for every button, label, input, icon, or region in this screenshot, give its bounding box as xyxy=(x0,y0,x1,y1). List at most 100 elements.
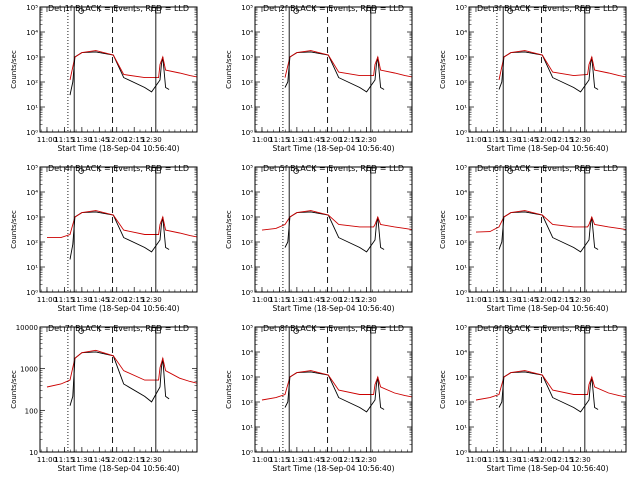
x-tick-label: 11:45 xyxy=(304,296,324,304)
x-axis-label: Start Time (18-Sep-04 10:56:40) xyxy=(58,464,180,473)
x-tick-label: 11:15 xyxy=(483,296,503,304)
y-tick-label: 10² xyxy=(455,79,467,87)
y-axis-label: Counts/sec xyxy=(439,210,447,249)
y-tick-label: 10² xyxy=(241,239,253,247)
y-tick-label: 10⁵ xyxy=(26,164,38,172)
x-tick-label: 11:15 xyxy=(54,136,74,144)
plot-frame xyxy=(39,326,198,453)
y-tick-label: 10³ xyxy=(26,54,38,62)
x-tick-label: 12:00 xyxy=(322,296,342,304)
y-tick-label: 10⁰ xyxy=(455,289,467,297)
panel-title: Det 8f BLACK = Events, RED = LLD xyxy=(263,324,404,333)
x-tick-label: 11:15 xyxy=(483,136,503,144)
x-tick-label: 11:30 xyxy=(72,296,92,304)
y-axis-label: Counts/sec xyxy=(225,370,233,409)
x-tick-label: 11:45 xyxy=(89,456,109,464)
x-tick-label: 11:30 xyxy=(501,456,521,464)
lld-series-line xyxy=(46,349,197,388)
det-panel-1: Det 1f BLACK = Events, RED = LLD 10⁰ 10¹ 10… xyxy=(10,4,198,153)
events-series-line xyxy=(498,211,599,253)
x-tick-label: 11:30 xyxy=(501,136,521,144)
x-tick-label: 12:00 xyxy=(536,456,556,464)
x-tick-label: 12:15 xyxy=(339,136,359,144)
y-tick-label: 10⁵ xyxy=(455,164,467,172)
y-axis-label: Counts/sec xyxy=(10,210,18,249)
plot-frame xyxy=(254,6,413,133)
lld-series-line xyxy=(284,50,412,78)
marker-box xyxy=(155,167,161,174)
x-axis-label: Start Time (18-Sep-04 10:56:40) xyxy=(58,304,180,313)
y-tick-label: 100 xyxy=(25,407,38,415)
y-tick-label: 10¹ xyxy=(241,424,253,432)
y-axis-label: Counts/sec xyxy=(439,370,447,409)
marker-circle xyxy=(507,168,514,174)
x-tick-label: 12:00 xyxy=(322,136,342,144)
y-tick-label: 10⁴ xyxy=(26,29,38,37)
y-tick-label: 10³ xyxy=(455,374,467,382)
x-tick-label: 11:00 xyxy=(252,296,272,304)
y-tick-label: 10⁵ xyxy=(455,324,467,332)
events-series-line xyxy=(69,211,170,260)
x-tick-label: 12:00 xyxy=(536,296,556,304)
x-tick-label: 11:45 xyxy=(518,136,538,144)
x-axis-label: Start Time (18-Sep-04 10:56:40) xyxy=(487,304,609,313)
lld-series-line xyxy=(261,370,412,401)
marker-box xyxy=(370,167,376,174)
panel-title: Det 3f BLACK = Events, RED = LLD xyxy=(477,4,618,13)
x-tick-label: 11:15 xyxy=(54,296,74,304)
x-tick-label: 11:15 xyxy=(269,296,289,304)
y-tick-label: 10⁰ xyxy=(455,129,467,137)
x-tick-label: 11:30 xyxy=(72,456,92,464)
plot-frame xyxy=(468,326,627,453)
y-tick-label: 10³ xyxy=(455,214,467,222)
x-tick-label: 12:00 xyxy=(107,296,127,304)
x-tick-label: 12:30 xyxy=(357,296,377,304)
x-tick-label: 11:00 xyxy=(466,456,486,464)
lld-series-line xyxy=(475,370,626,401)
y-axis-label: Counts/sec xyxy=(439,50,447,89)
events-series-line xyxy=(284,211,385,253)
y-tick-label: 1000 xyxy=(20,366,38,374)
det-panel-8: Det 8f BLACK = Events, RED = LLD 10⁰ 10¹ 10… xyxy=(225,324,413,473)
x-tick-label: 11:30 xyxy=(287,456,307,464)
x-tick-label: 12:15 xyxy=(124,136,144,144)
plot-frame xyxy=(468,166,627,293)
det-panel-7: Det 7f BLACK = Events, RED = LLD 10 100 100… xyxy=(10,324,198,473)
y-axis-label: Counts/sec xyxy=(225,210,233,249)
x-tick-label: 11:00 xyxy=(466,296,486,304)
x-tick-label: 12:30 xyxy=(357,136,377,144)
x-tick-label: 11:45 xyxy=(89,296,109,304)
x-tick-label: 12:30 xyxy=(142,296,162,304)
y-tick-label: 10² xyxy=(455,239,467,247)
det-panel-6: Det 6f BLACK = Events, RED = LLD 10⁰ 10¹ 10… xyxy=(439,164,627,313)
y-tick-label: 10⁵ xyxy=(241,164,253,172)
x-axis-label: Start Time (18-Sep-04 10:56:40) xyxy=(487,464,609,473)
y-tick-label: 10¹ xyxy=(455,104,467,112)
y-axis-label: Counts/sec xyxy=(10,50,18,89)
events-series-line xyxy=(69,351,170,406)
x-tick-label: 12:30 xyxy=(571,296,591,304)
x-tick-label: 12:30 xyxy=(142,136,162,144)
x-tick-label: 12:00 xyxy=(322,456,342,464)
x-tick-label: 12:00 xyxy=(536,136,556,144)
y-tick-label: 10² xyxy=(26,79,38,87)
x-axis-label: Start Time (18-Sep-04 10:56:40) xyxy=(273,144,395,153)
x-tick-label: 11:45 xyxy=(89,136,109,144)
plot-frame xyxy=(39,166,198,293)
events-series-line xyxy=(498,371,599,413)
y-tick-label: 10³ xyxy=(241,214,253,222)
events-series-line xyxy=(498,51,599,93)
y-tick-label: 10⁵ xyxy=(241,324,253,332)
x-tick-label: 12:30 xyxy=(571,136,591,144)
x-tick-label: 11:45 xyxy=(304,456,324,464)
x-tick-label: 11:30 xyxy=(287,136,307,144)
x-tick-label: 12:15 xyxy=(553,136,573,144)
x-tick-label: 12:15 xyxy=(339,296,359,304)
x-tick-label: 11:30 xyxy=(287,296,307,304)
y-tick-label: 10⁴ xyxy=(455,29,467,37)
x-tick-label: 11:30 xyxy=(501,296,521,304)
x-tick-label: 11:00 xyxy=(37,456,57,464)
lld-series-line xyxy=(69,50,197,81)
det-panel-4: Det 4f BLACK = Events, RED = LLD 10⁰ 10¹ 10… xyxy=(10,164,198,313)
panel-title: Det 1f BLACK = Events, RED = LLD xyxy=(48,4,189,13)
